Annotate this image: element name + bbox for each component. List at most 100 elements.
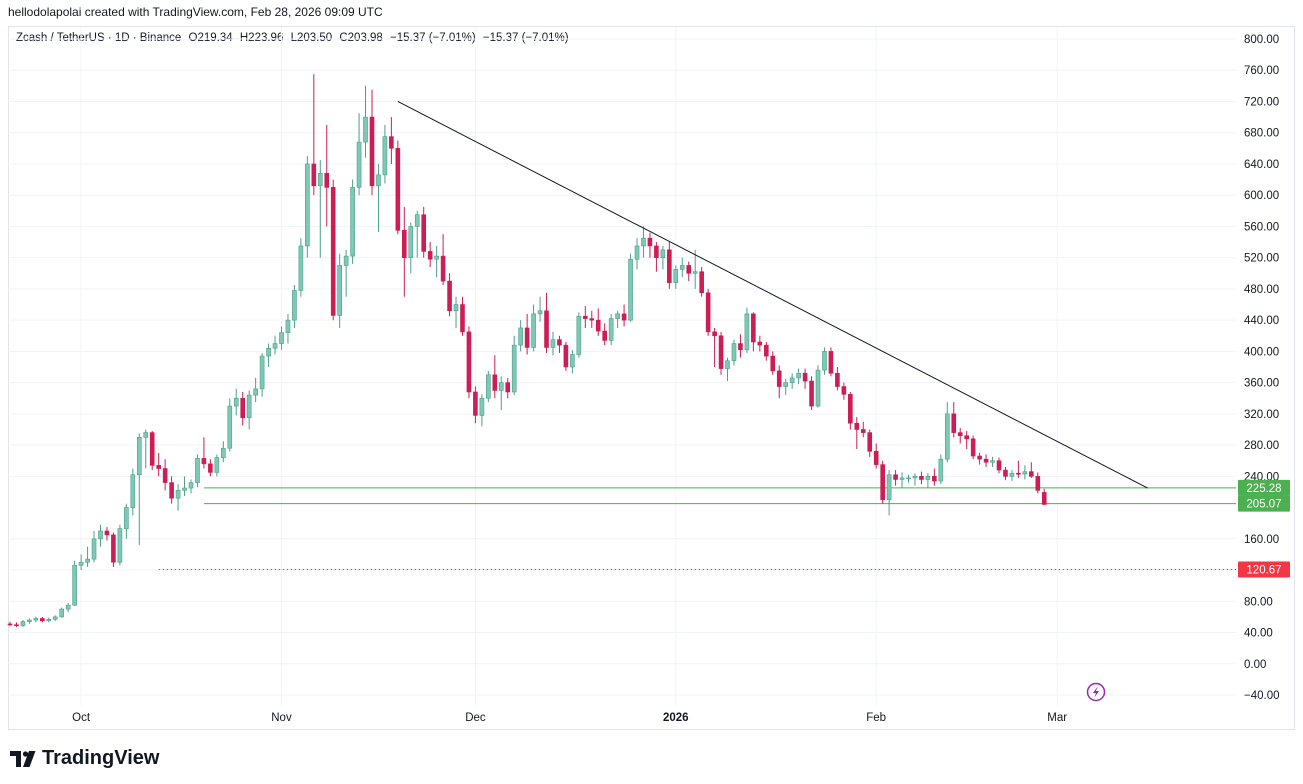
candle-body[interactable] — [59, 608, 65, 618]
candle-body[interactable] — [951, 413, 957, 433]
candle-body[interactable] — [356, 141, 362, 188]
candle-body[interactable] — [751, 313, 756, 343]
candle-body[interactable] — [266, 347, 271, 357]
candle-body[interactable] — [544, 310, 549, 348]
candle-body[interactable] — [938, 458, 944, 482]
candle-body[interactable] — [873, 451, 879, 465]
candle-body[interactable] — [1022, 471, 1028, 475]
candle-body[interactable] — [641, 237, 646, 247]
candle-body[interactable] — [85, 558, 90, 563]
candle-body[interactable] — [679, 265, 685, 270]
candle-body[interactable] — [434, 255, 439, 260]
candle-body[interactable] — [550, 339, 556, 348]
candle-body[interactable] — [221, 447, 226, 458]
candle-body[interactable] — [712, 331, 717, 337]
candle-body[interactable] — [983, 458, 989, 463]
candle-body[interactable] — [330, 187, 336, 316]
candle-body[interactable] — [576, 315, 582, 355]
candle-body[interactable] — [996, 460, 1002, 471]
candle-body[interactable] — [705, 292, 711, 333]
candle-body[interactable] — [466, 331, 472, 393]
candle-body[interactable] — [305, 163, 310, 247]
candle-body[interactable] — [72, 565, 77, 606]
candle-body[interactable] — [563, 344, 569, 368]
candle-body[interactable] — [453, 304, 459, 312]
candle-body[interactable] — [789, 377, 795, 383]
candle-body[interactable] — [350, 187, 355, 257]
candle-body[interactable] — [208, 463, 213, 473]
candle-body[interactable] — [718, 335, 724, 369]
candle-body[interactable] — [828, 351, 834, 374]
candle-body[interactable] — [389, 136, 394, 149]
candle-body[interactable] — [848, 394, 853, 424]
candle-body[interactable] — [98, 530, 103, 540]
candle-body[interactable] — [1009, 472, 1015, 477]
trendline[interactable] — [397, 101, 1148, 489]
candle-body[interactable] — [770, 355, 776, 372]
candle-body[interactable] — [867, 432, 873, 452]
candle-body[interactable] — [227, 405, 233, 449]
candle-body[interactable] — [195, 458, 200, 483]
candle-body[interactable] — [14, 624, 19, 627]
candle-body[interactable] — [608, 318, 614, 341]
candle-body[interactable] — [602, 330, 607, 341]
candle-body[interactable] — [136, 436, 142, 476]
candle-body[interactable] — [783, 382, 788, 387]
candle-body[interactable] — [20, 621, 26, 626]
candle-body[interactable] — [511, 344, 517, 393]
candle-body[interactable] — [880, 464, 885, 501]
candle-body[interactable] — [692, 271, 698, 274]
candle-body[interactable] — [233, 397, 239, 407]
candle-body[interactable] — [124, 507, 129, 529]
candle-body[interactable] — [414, 214, 420, 227]
candle-body[interactable] — [447, 280, 452, 312]
candle-body[interactable] — [660, 249, 666, 258]
candle-body[interactable] — [272, 343, 278, 349]
candle-body[interactable] — [337, 265, 342, 316]
candle-body[interactable] — [893, 474, 898, 480]
candle-body[interactable] — [725, 360, 730, 369]
candle-body[interactable] — [421, 214, 427, 252]
candle-body[interactable] — [667, 249, 672, 283]
candle-body[interactable] — [1041, 492, 1047, 505]
candle-body[interactable] — [473, 391, 478, 416]
candle-body[interactable] — [149, 432, 155, 466]
candle-body[interactable] — [33, 618, 39, 621]
candle-body[interactable] — [860, 429, 866, 433]
candle-body[interactable] — [776, 370, 782, 387]
candle-body[interactable] — [518, 327, 523, 346]
candle-body[interactable] — [757, 341, 763, 346]
candle-body[interactable] — [253, 388, 258, 396]
candle-body[interactable] — [52, 616, 58, 620]
candle-body[interactable] — [925, 476, 931, 480]
candle-body[interactable] — [615, 313, 620, 319]
candle-body[interactable] — [531, 313, 536, 348]
candle-body[interactable] — [408, 226, 414, 258]
candle-body[interactable] — [815, 369, 821, 407]
candle-body[interactable] — [292, 290, 297, 321]
candle-body[interactable] — [317, 173, 323, 187]
candle-body[interactable] — [964, 435, 969, 440]
candle-body[interactable] — [673, 269, 679, 283]
candle-body[interactable] — [970, 438, 976, 457]
candle-body[interactable] — [402, 230, 407, 258]
candle-body[interactable] — [285, 319, 291, 333]
candle-body[interactable] — [919, 476, 924, 480]
candle-body[interactable] — [492, 374, 498, 391]
candle-body[interactable] — [744, 313, 750, 351]
candle-body[interactable] — [505, 382, 511, 393]
candle-body[interactable] — [686, 265, 692, 274]
candle-body[interactable] — [841, 386, 847, 395]
candle-body[interactable] — [621, 313, 627, 321]
candle-body[interactable] — [886, 474, 892, 501]
candle-body[interactable] — [40, 618, 45, 622]
candle-body[interactable] — [589, 318, 595, 321]
candle-body[interactable] — [944, 413, 950, 460]
candle-body[interactable] — [524, 327, 530, 348]
candle-body[interactable] — [628, 258, 633, 321]
candle-body[interactable] — [570, 354, 575, 368]
candle-body[interactable] — [1029, 471, 1034, 477]
candle-body[interactable] — [557, 339, 562, 346]
candle-body[interactable] — [117, 528, 123, 563]
